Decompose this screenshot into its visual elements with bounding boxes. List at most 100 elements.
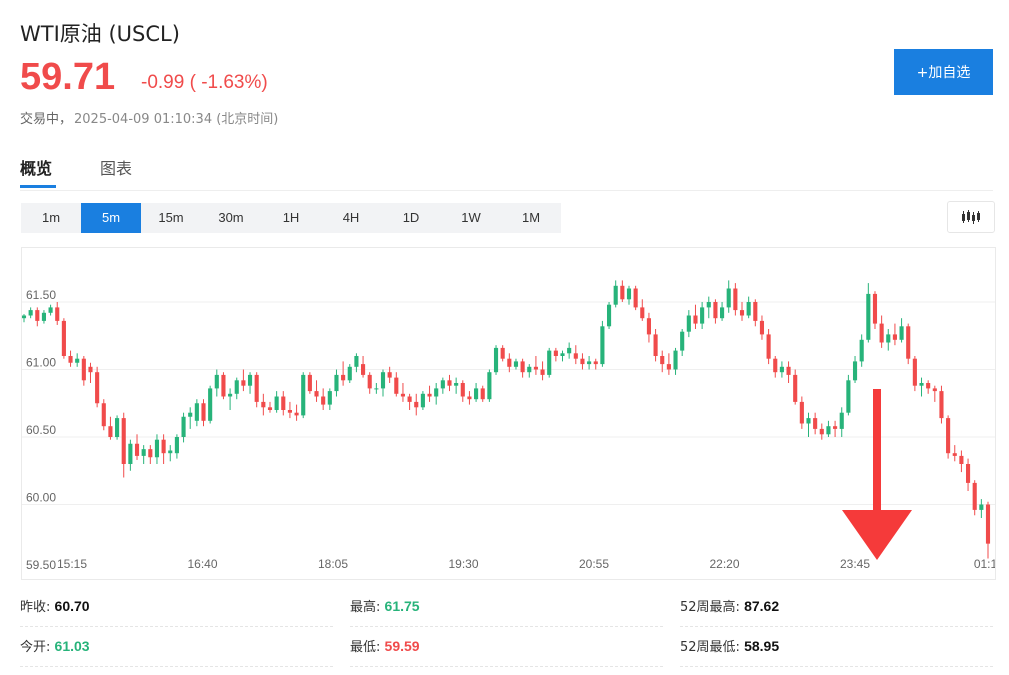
candle-body bbox=[221, 374, 226, 397]
candle-body bbox=[287, 410, 292, 413]
candle-body bbox=[28, 310, 33, 316]
period-15m[interactable]: 15m bbox=[158, 210, 184, 225]
candle-body bbox=[154, 439, 160, 458]
candle-body bbox=[75, 358, 80, 363]
stat-label: 52周最高: bbox=[680, 600, 740, 615]
chart-type-button[interactable] bbox=[947, 201, 995, 233]
candle-body bbox=[68, 356, 73, 363]
candle-body bbox=[487, 372, 492, 400]
active-tab-indicator bbox=[20, 185, 56, 188]
candle-body bbox=[327, 391, 332, 405]
status-text: 交易中， bbox=[20, 112, 73, 127]
x-tick-label: 20:55 bbox=[579, 557, 609, 571]
candle-body bbox=[22, 315, 27, 319]
period-1h[interactable]: 1H bbox=[282, 210, 300, 225]
x-tick-label: 15:15 bbox=[57, 557, 87, 571]
stat-value: 61.03 bbox=[54, 638, 90, 654]
candle-body bbox=[81, 358, 86, 381]
timestamp: 2025-04-09 01:10:34 (北京时间) bbox=[74, 112, 279, 127]
candle-body bbox=[434, 388, 439, 397]
candle-body bbox=[626, 288, 632, 300]
candle-body bbox=[134, 443, 140, 456]
add-watchlist-button[interactable]: +加自选 bbox=[894, 49, 993, 95]
candle-body bbox=[400, 393, 406, 397]
candle-body bbox=[706, 302, 711, 308]
candle-body bbox=[666, 364, 671, 370]
candle-body bbox=[972, 482, 977, 510]
candle-body bbox=[55, 307, 60, 321]
candle-body bbox=[886, 334, 891, 343]
candle-body bbox=[108, 426, 113, 437]
period-1m[interactable]: 1m bbox=[41, 210, 61, 225]
candle-body bbox=[899, 326, 904, 340]
candle-body bbox=[387, 372, 392, 378]
candle-body bbox=[866, 293, 871, 340]
candle-body bbox=[334, 374, 339, 392]
candle-body bbox=[846, 380, 851, 413]
candle-body bbox=[61, 320, 66, 356]
candle-body bbox=[241, 380, 246, 386]
candle-body bbox=[613, 285, 618, 305]
candle-body bbox=[234, 380, 239, 394]
candle-body bbox=[500, 347, 505, 359]
candle-body bbox=[912, 358, 917, 386]
candle-body bbox=[965, 464, 971, 483]
x-tick-label: 22:20 bbox=[709, 557, 739, 571]
stat-value: 87.62 bbox=[744, 598, 780, 614]
candle-body bbox=[833, 426, 838, 429]
period-selector: 1m 5m 15m 30m 1H 4H 1D 1W 1M bbox=[21, 203, 561, 233]
candle-body bbox=[407, 396, 412, 402]
tab-bar: 概览 图表 bbox=[20, 152, 993, 191]
candlestick-chart[interactable]: 61.50 61.00 60.50 60.00 59.50 15:15 16:40 18:05… bbox=[22, 248, 995, 579]
candle-body bbox=[354, 356, 359, 367]
stat-high: 最高: 61.75 bbox=[350, 586, 663, 627]
candle-body bbox=[121, 418, 126, 464]
candle-body bbox=[41, 312, 47, 321]
x-tick-label: 18:05 bbox=[318, 557, 348, 571]
candle-body bbox=[420, 393, 425, 408]
stat-value: 59.59 bbox=[384, 638, 420, 654]
candle-body bbox=[892, 334, 897, 340]
candle-body bbox=[660, 356, 665, 365]
down-arrow-annotation bbox=[842, 389, 912, 560]
candle-body bbox=[427, 393, 432, 397]
current-price: 59.71 bbox=[20, 56, 116, 98]
candle-body bbox=[646, 318, 651, 335]
candle-body bbox=[467, 396, 472, 400]
candle-body bbox=[773, 358, 778, 373]
candle-body bbox=[653, 334, 658, 356]
candle-body bbox=[700, 307, 705, 324]
candle-body bbox=[793, 374, 798, 402]
tab-overview[interactable]: 概览 bbox=[20, 159, 53, 178]
period-1w[interactable]: 1W bbox=[461, 210, 481, 225]
y-tick-label: 59.50 bbox=[26, 558, 56, 572]
candle-body bbox=[580, 358, 585, 365]
candle-body bbox=[507, 358, 512, 367]
y-tick-label: 60.50 bbox=[26, 423, 56, 437]
period-30m[interactable]: 30m bbox=[218, 210, 244, 225]
candle-body bbox=[367, 374, 372, 389]
stat-value: 60.70 bbox=[54, 598, 90, 614]
candle-body bbox=[932, 388, 937, 392]
period-1mo[interactable]: 1M bbox=[521, 210, 541, 225]
candle-body bbox=[440, 380, 445, 389]
x-tick-label: 01:1 bbox=[974, 557, 995, 571]
candle-body bbox=[148, 449, 153, 458]
candle-body bbox=[872, 293, 878, 324]
candle-body bbox=[214, 374, 219, 389]
period-5m[interactable]: 5m bbox=[81, 203, 141, 233]
y-tick-label: 61.50 bbox=[26, 288, 56, 302]
period-1d[interactable]: 1D bbox=[402, 210, 420, 225]
candle-body bbox=[454, 383, 459, 386]
candle-body bbox=[208, 388, 213, 421]
price-change: -0.99 ( -1.63%) bbox=[141, 72, 268, 93]
x-tick-label: 16:40 bbox=[187, 557, 217, 571]
candle-body bbox=[141, 449, 146, 456]
candle-body bbox=[766, 334, 771, 359]
tab-chart[interactable]: 图表 bbox=[100, 159, 133, 178]
candle-body bbox=[307, 374, 312, 392]
candle-body bbox=[48, 307, 53, 313]
trading-status: 交易中， 2025-04-09 01:10:34 (北京时间) bbox=[20, 108, 278, 127]
period-4h[interactable]: 4H bbox=[342, 210, 360, 225]
stat-low: 最低: 59.59 bbox=[350, 626, 663, 667]
